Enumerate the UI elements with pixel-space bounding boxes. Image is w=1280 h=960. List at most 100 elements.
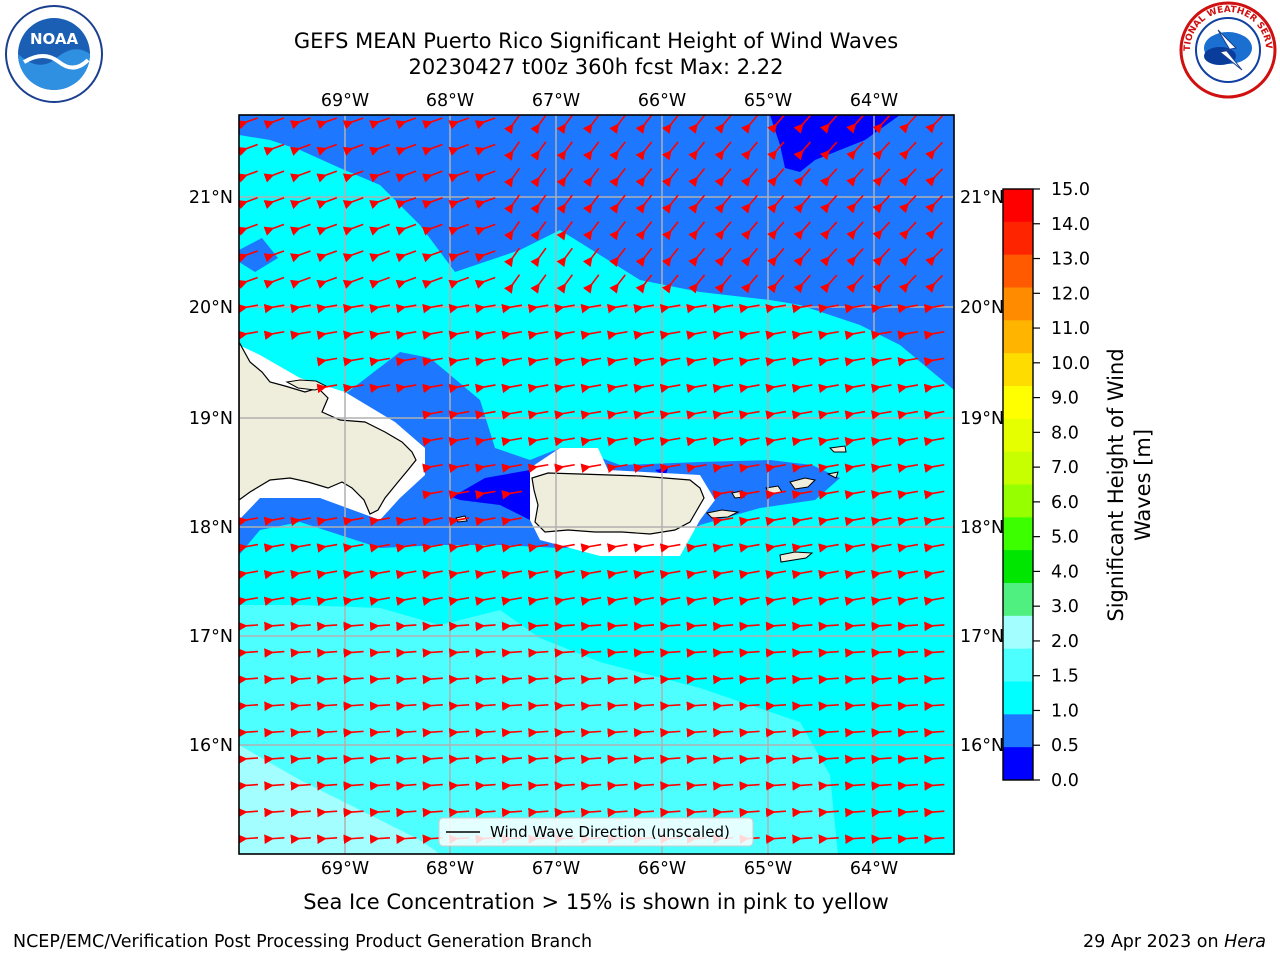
wave-direction-arrow (633, 701, 655, 711)
colorbar-tick-label: 14.0 (1051, 215, 1090, 235)
wave-direction-arrow (396, 754, 417, 765)
wave-direction-arrow (712, 727, 734, 738)
wave-direction-arrow (686, 543, 707, 553)
wave-direction-arrow (897, 596, 919, 606)
wave-direction-arrow (844, 543, 866, 553)
wave-direction-arrow (448, 569, 470, 580)
wave-direction-arrow (740, 115, 759, 134)
wave-direction-arrow (316, 117, 338, 130)
wave-direction-arrow (316, 621, 338, 632)
wave-direction-arrow (819, 274, 838, 294)
wave-direction-arrow (422, 807, 443, 818)
wave-direction-arrow (422, 621, 443, 632)
wave-direction-arrow (898, 141, 917, 161)
wave-direction-arrow (792, 648, 813, 658)
wave-direction-arrow (448, 674, 470, 685)
wave-direction-arrow (316, 357, 338, 367)
wave-direction-arrow (474, 250, 496, 263)
footer-branch: NCEP/EMC/Verification Post Processing Pr… (13, 932, 593, 952)
wave-direction-arrow (633, 357, 655, 367)
wave-direction-arrow (686, 701, 707, 711)
wave-direction-arrow (554, 754, 575, 765)
wave-direction-arrow (661, 141, 679, 161)
wave-direction-arrow (580, 303, 602, 314)
wave-direction-arrow (369, 648, 391, 658)
wave-direction-arrow (239, 143, 258, 156)
wave-direction-arrow (607, 781, 628, 791)
wave-direction-arrow (316, 303, 338, 314)
wave-direction-arrow (712, 701, 734, 711)
wave-direction-arrow (395, 596, 417, 606)
wave-direction-arrow (872, 115, 891, 134)
wave-direction-arrow (290, 223, 311, 236)
wave-direction-arrow (527, 383, 549, 394)
colorbar-segment (1003, 681, 1033, 715)
wave-direction-arrow (712, 410, 734, 420)
wave-direction-arrow (765, 701, 787, 711)
wave-direction-arrow (554, 727, 575, 738)
wave-direction-arrow (661, 247, 679, 267)
wave-direction-arrow (448, 490, 470, 500)
wave-direction-arrow (739, 701, 760, 711)
wave-direction-arrow (448, 781, 470, 791)
wave-direction-arrow (554, 436, 575, 447)
wave-direction-arrow (738, 410, 760, 420)
wave-direction-arrow (448, 436, 470, 447)
wave-direction-arrow (290, 276, 311, 289)
wave-direction-arrow (846, 168, 864, 187)
wave-direction-arrow (897, 463, 919, 473)
wave-direction-arrow (712, 569, 734, 580)
wave-direction-arrow (474, 196, 496, 210)
wave-direction-arrow (818, 727, 839, 738)
wave-direction-arrow (871, 781, 892, 791)
wave-direction-arrow (448, 223, 470, 236)
wave-direction-arrow (501, 463, 523, 473)
wave-direction-arrow (686, 596, 707, 606)
wave-direction-arrow (474, 516, 496, 527)
wave-direction-arrow (740, 247, 759, 267)
wave-direction-arrow (897, 834, 919, 844)
wave-direction-arrow (740, 274, 759, 294)
wave-direction-arrow (290, 621, 311, 632)
wave-direction-arrow (474, 170, 496, 183)
wave-direction-arrow (660, 701, 681, 711)
wave-direction-arrow (316, 781, 338, 791)
wave-direction-arrow (316, 834, 338, 844)
wave-direction-arrow (342, 596, 364, 606)
colorbar-segment (1003, 747, 1033, 781)
wave-direction-arrow (923, 330, 945, 340)
wave-direction-arrow (898, 248, 917, 267)
wave-direction-arrow (844, 569, 866, 580)
wave-direction-arrow (501, 701, 523, 711)
wave-direction-arrow (396, 621, 417, 632)
wave-direction-arrow (580, 596, 602, 606)
map-frame (238, 114, 955, 855)
wave-direction-arrow (448, 143, 470, 156)
wave-direction-arrow (897, 330, 919, 340)
wave-direction-arrow (395, 276, 417, 289)
wave-direction-arrow (448, 807, 470, 818)
wave-direction-arrow (422, 569, 443, 580)
wave-direction-arrow (290, 250, 311, 263)
colorbar-tick-label: 10.0 (1051, 354, 1090, 374)
lon-label-bottom: 67°W (532, 859, 580, 879)
lon-label-top: 65°W (744, 91, 792, 111)
wave-direction-arrow (659, 330, 681, 340)
lon-label-bottom: 65°W (744, 859, 792, 879)
wave-direction-arrow (369, 143, 390, 156)
wave-direction-arrow (872, 168, 891, 187)
wave-direction-arrow (925, 168, 944, 187)
wave-direction-arrow (712, 436, 734, 447)
wave-direction-arrow (556, 194, 574, 214)
wave-direction-arrow (791, 516, 813, 527)
wave-direction-arrow (580, 621, 602, 632)
footer-host: Hera (1224, 932, 1266, 952)
wave-direction-arrow (633, 543, 655, 553)
wave-direction-arrow (527, 330, 549, 340)
wave-direction-arrow (239, 330, 259, 340)
virgin-islands-3 (826, 471, 839, 479)
wave-direction-arrow (923, 436, 945, 447)
wave-direction-arrow (609, 141, 626, 161)
wave-direction-arrow (923, 410, 945, 420)
wave-direction-arrow (688, 141, 706, 161)
